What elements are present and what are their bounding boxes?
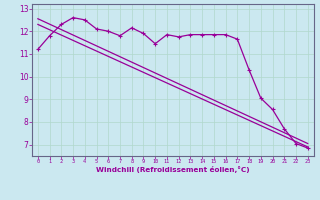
X-axis label: Windchill (Refroidissement éolien,°C): Windchill (Refroidissement éolien,°C)	[96, 166, 250, 173]
